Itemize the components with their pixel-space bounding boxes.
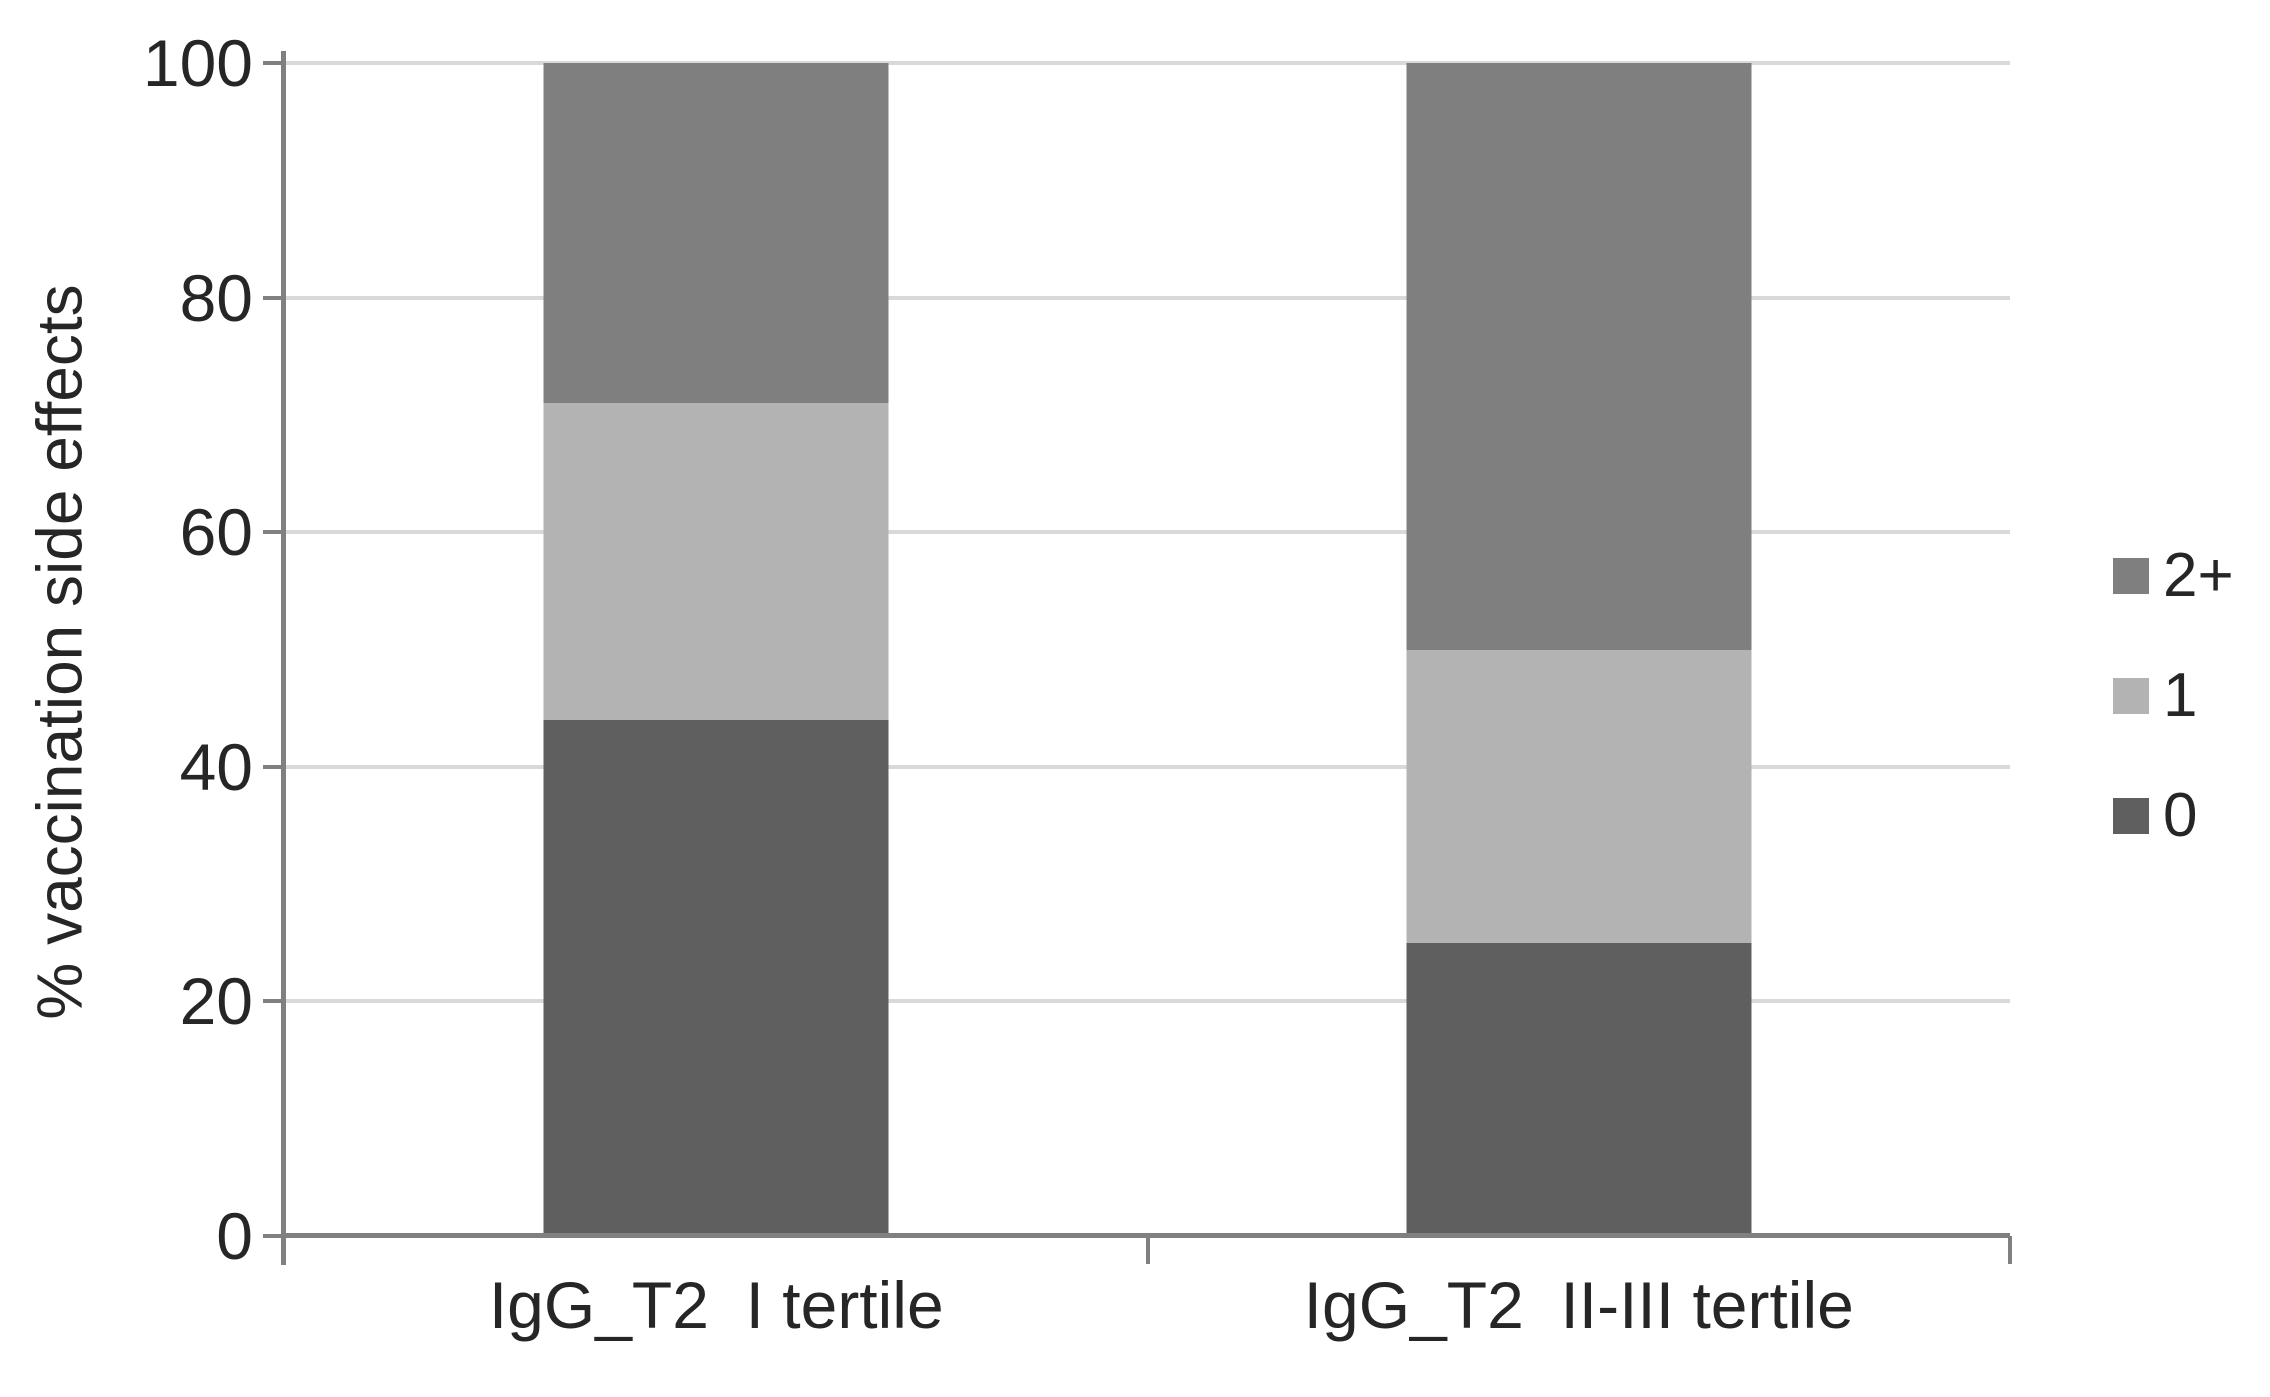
x-category-label-i-tertile: IgG_T2 I tertile — [488, 1268, 944, 1342]
y-tick-label-100: 100 — [142, 26, 253, 100]
legend-swatch-2plus — [2113, 558, 2149, 594]
y-tick-label-20: 20 — [179, 964, 253, 1039]
bar-segment-1 — [1406, 649, 1752, 943]
bar-segment-2plus — [543, 63, 889, 404]
x-category-label-ii-iii-tertile: IgG_T2 II-III tertile — [1303, 1268, 1854, 1342]
legend-item-0: 0 — [2113, 780, 2234, 852]
y-axis-tick-100 — [263, 61, 283, 65]
y-axis-tick-80 — [263, 295, 283, 300]
y-axis-tick-60 — [263, 530, 283, 535]
legend-swatch-0 — [2113, 798, 2149, 834]
bar-segment-1 — [543, 403, 889, 720]
x-axis-tick-1 — [1145, 1236, 1150, 1264]
x-axis-line — [281, 1233, 2010, 1238]
y-axis-tick-40 — [263, 764, 283, 769]
y-axis-tick-0 — [263, 1234, 283, 1238]
gridline-20 — [285, 999, 2010, 1004]
gridline-100 — [285, 61, 2010, 65]
legend: 2+ 1 0 — [2113, 540, 2234, 900]
x-axis-tick-2 — [2008, 1236, 2012, 1264]
y-tick-label-80: 80 — [179, 260, 253, 335]
y-axis-tick-20 — [263, 999, 283, 1004]
y-tick-label-40: 40 — [179, 729, 253, 804]
bar-igg-t2-ii-iii-tertile — [1406, 63, 1752, 1236]
legend-label-2plus: 2+ — [2163, 541, 2234, 610]
y-axis-title: % vaccination side effects — [23, 284, 96, 1020]
bar-igg-t2-i-tertile — [543, 63, 889, 1236]
bar-segment-0 — [543, 719, 889, 1236]
legend-label-0: 0 — [2163, 781, 2198, 850]
bar-segment-0 — [1406, 942, 1752, 1236]
gridline-60 — [285, 530, 2010, 535]
y-tick-label-0: 0 — [216, 1199, 253, 1273]
y-tick-label-60: 60 — [179, 495, 253, 570]
bar-segment-2plus — [1406, 63, 1752, 650]
legend-item-2plus: 2+ — [2113, 540, 2234, 612]
y-axis-line — [281, 51, 286, 1265]
gridline-40 — [285, 764, 2010, 769]
legend-swatch-1 — [2113, 678, 2149, 714]
legend-label-1: 1 — [2163, 661, 2198, 730]
gridline-80 — [285, 295, 2010, 300]
legend-item-1: 1 — [2113, 660, 2234, 732]
plot-area: IgG_T2 I tertile IgG_T2 II-III tertile 0… — [143, 30, 2012, 1338]
